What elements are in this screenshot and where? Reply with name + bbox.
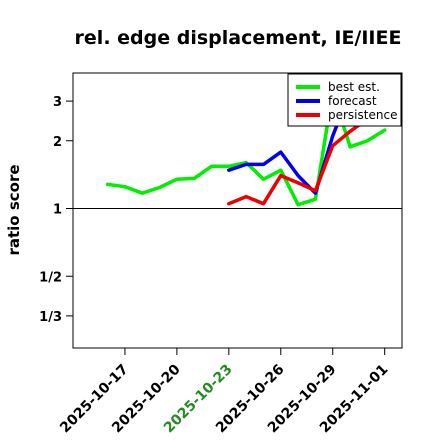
legend-label: best est. <box>328 80 380 94</box>
y-tick-label: 1 <box>53 203 62 218</box>
y-tick-label: 1/3 <box>39 310 62 325</box>
legend-label: persistence <box>328 108 397 122</box>
y-axis-label: ratio score <box>5 164 23 255</box>
y-tick-label: 3 <box>53 95 62 110</box>
y-tick-label: 2 <box>53 135 62 150</box>
x-ticks: 2025-10-172025-10-202025-10-232025-10-26… <box>57 348 392 436</box>
chart-title: rel. edge displacement, IE/IIEE <box>75 27 402 49</box>
legend-label: forecast <box>328 94 377 108</box>
y-tick-label: 1/2 <box>39 270 62 285</box>
plot-area <box>72 72 403 349</box>
y-ticks: 3 2 1 1/2 1/3 <box>39 95 73 325</box>
series-line-forecast <box>227 90 352 195</box>
